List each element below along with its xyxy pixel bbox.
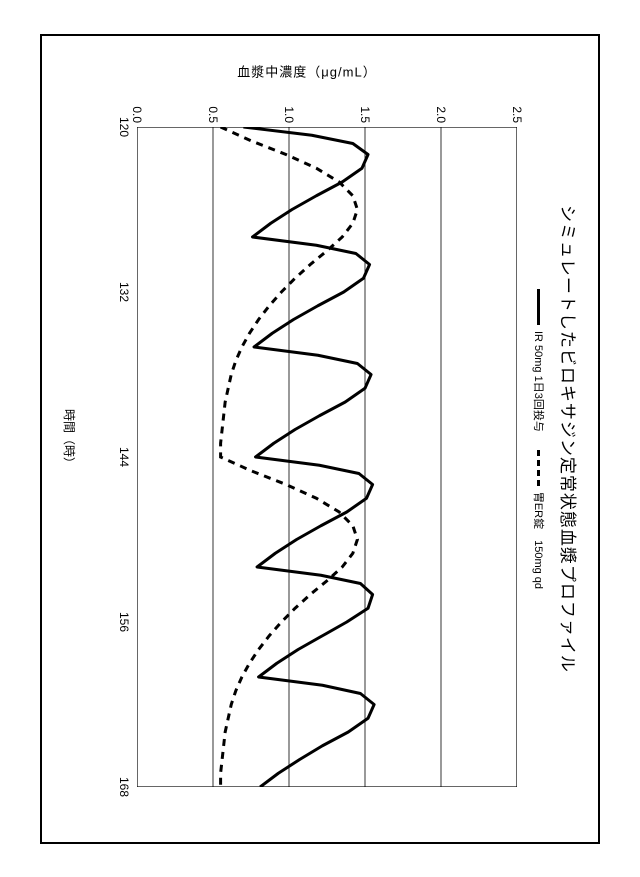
figure-frame: シミュレートしたビロキサジン定常状態血漿プロファイル IR 50mg 1日3回投… xyxy=(40,34,600,844)
series-lines xyxy=(221,127,375,787)
legend-item-er: 胃ER錠 150mg qd xyxy=(531,449,547,588)
legend-label-ir: IR 50mg 1日3回投与 xyxy=(531,330,547,431)
x-tick-label: 168 xyxy=(117,776,131,796)
series-ir-tid xyxy=(243,127,374,787)
y-tick-label: 0.0 xyxy=(130,97,144,123)
y-tick-label: 2.0 xyxy=(434,97,448,123)
plot-area: 血漿中濃度（μg/mL） 時間（時） 0.00.51.01.52.02.5 12… xyxy=(97,79,517,799)
rotated-figure: シミュレートしたビロキサジン定常状態血漿プロファイル IR 50mg 1日3回投… xyxy=(40,34,600,844)
x-tick-label: 156 xyxy=(117,611,131,631)
legend: IR 50mg 1日3回投与 胃ER錠 150mg qd xyxy=(531,288,547,588)
legend-item-ir: IR 50mg 1日3回投与 xyxy=(531,288,547,431)
y-axis-label: 血漿中濃度（μg/mL） xyxy=(237,61,376,80)
legend-swatch-solid xyxy=(538,288,541,324)
x-tick-label: 132 xyxy=(117,281,131,301)
y-tick-label: 1.0 xyxy=(282,97,296,123)
page: シミュレートしたビロキサジン定常状態血漿プロファイル IR 50mg 1日3回投… xyxy=(0,0,640,877)
x-tick-label: 120 xyxy=(117,116,131,136)
x-axis-label: 時間（時） xyxy=(61,408,78,468)
legend-swatch-dash xyxy=(538,449,541,485)
plot-svg xyxy=(137,127,517,787)
y-tick-label: 1.5 xyxy=(358,97,372,123)
y-tick-label: 0.5 xyxy=(206,97,220,123)
x-tick-label: 144 xyxy=(117,446,131,466)
legend-label-er: 胃ER錠 150mg qd xyxy=(531,491,547,588)
y-tick-label: 2.5 xyxy=(510,97,524,123)
chart-title: シミュレートしたビロキサジン定常状態血漿プロファイル xyxy=(557,205,582,673)
